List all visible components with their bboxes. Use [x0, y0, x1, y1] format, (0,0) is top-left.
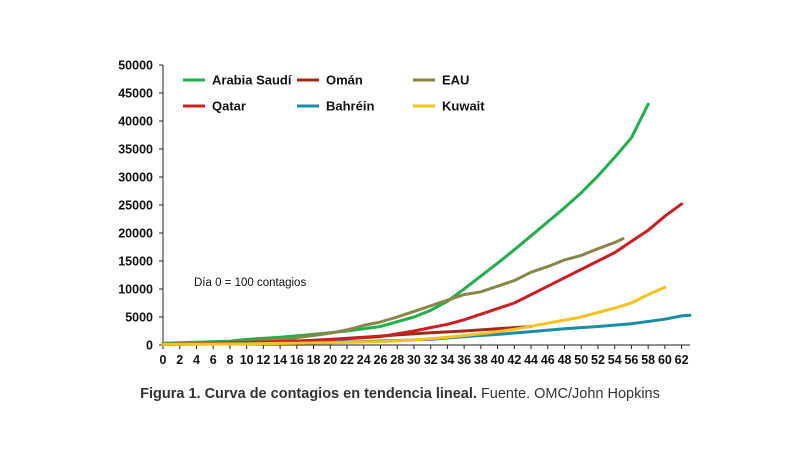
x-tick-label: 18 — [307, 353, 321, 367]
x-tick-label: 56 — [624, 353, 638, 367]
x-tick-label: 24 — [357, 353, 371, 367]
x-tick-label: 42 — [507, 353, 521, 367]
legend-label-kuwait: Kuwait — [442, 99, 485, 114]
x-tick-label: 4 — [193, 353, 200, 367]
x-tick-label: 50 — [574, 353, 588, 367]
x-tick-label: 54 — [608, 353, 622, 367]
x-tick-label: 8 — [226, 353, 233, 367]
x-tick-label: 62 — [675, 353, 689, 367]
caption-bold: Figura 1. Curva de contagios en tendenci… — [140, 386, 477, 402]
series-line-qatar — [161, 202, 684, 346]
chart-annotation: Día 0 = 100 contagios — [194, 277, 306, 289]
x-tick-label: 12 — [256, 353, 270, 367]
line-chart: 0 5000 10000 15000 20000 25000 30000 35000 40000… — [118, 59, 692, 367]
series-line-arabia-saudi — [161, 102, 650, 345]
x-tick-label: 34 — [440, 353, 454, 367]
legend: Arabia Saudí Omán EAU Qatar Bahréin Kuwait — [183, 73, 485, 114]
x-tick-label: 44 — [524, 353, 538, 367]
x-tick-label: 52 — [591, 353, 605, 367]
legend-label-eau: EAU — [442, 73, 469, 88]
series-line-kuwait — [161, 285, 667, 346]
legend-label-arabia-saudi: Arabia Saudí — [212, 73, 292, 88]
legend-label-qatar: Qatar — [212, 99, 246, 114]
x-tick-label: 38 — [474, 353, 488, 367]
x-tick-label: 28 — [390, 353, 404, 367]
legend-label-bahrein: Bahréin — [326, 99, 374, 114]
y-tick-label: 5000 — [125, 311, 153, 325]
figure-caption: Figura 1. Curva de contagios en tendenci… — [0, 386, 800, 402]
y-tick-label: 40000 — [118, 115, 153, 129]
y-axis-tick-labels: 0 5000 10000 15000 20000 25000 30000 35000 40000… — [118, 59, 153, 353]
x-tick-label: 40 — [491, 353, 505, 367]
x-tick-label: 36 — [457, 353, 471, 367]
x-tick-label: 6 — [210, 353, 217, 367]
y-tick-label: 15000 — [118, 255, 153, 269]
x-tick-label: 0 — [160, 353, 167, 367]
x-tick-label: 16 — [290, 353, 304, 367]
x-tick-label: 30 — [407, 353, 421, 367]
y-tick-label: 35000 — [118, 143, 153, 157]
x-tick-label: 48 — [558, 353, 572, 367]
x-tick-label: 2 — [176, 353, 183, 367]
y-tick-label: 20000 — [118, 227, 153, 241]
x-tick-label: 20 — [323, 353, 337, 367]
x-tick-label: 10 — [240, 353, 254, 367]
x-axis-tick-labels: 0 2 4 6 8 10 12 14 16 18 20 22 24 26 28 30 32 34 36 38 40 42 4… — [160, 353, 689, 367]
y-tick-label: 30000 — [118, 171, 153, 185]
x-tick-label: 26 — [374, 353, 388, 367]
series-line-eau — [161, 237, 625, 346]
y-tick-label: 10000 — [118, 283, 153, 297]
y-tick-label: 0 — [146, 339, 153, 353]
y-tick-label: 50000 — [118, 59, 153, 73]
y-tick-label: 45000 — [118, 87, 153, 101]
series-lines — [161, 102, 692, 346]
x-tick-label: 60 — [658, 353, 672, 367]
caption-source: Fuente. OMC/John Hopkins — [476, 386, 660, 402]
x-tick-label: 14 — [273, 353, 287, 367]
x-tick-label: 22 — [340, 353, 354, 367]
legend-label-oman: Omán — [326, 73, 363, 88]
x-tick-label: 58 — [641, 353, 655, 367]
x-tick-label: 46 — [541, 353, 555, 367]
chart: 0 5000 10000 15000 20000 25000 30000 35000 40000… — [118, 59, 692, 367]
x-tick-label: 32 — [424, 353, 438, 367]
y-tick-label: 25000 — [118, 199, 153, 213]
